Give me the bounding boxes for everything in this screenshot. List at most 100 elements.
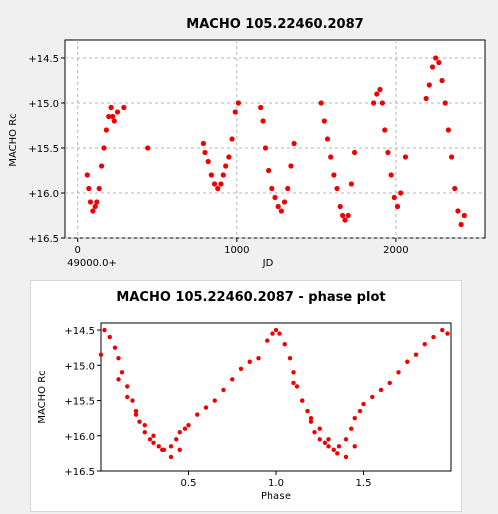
data-point bbox=[305, 408, 310, 414]
data-point bbox=[96, 185, 102, 192]
data-point bbox=[108, 104, 114, 111]
data-point bbox=[423, 95, 429, 102]
data-points bbox=[84, 55, 467, 228]
data-point bbox=[300, 398, 305, 403]
data-point bbox=[266, 167, 272, 174]
data-point bbox=[436, 59, 442, 66]
phase-plot-area bbox=[100, 322, 452, 472]
data-point bbox=[308, 415, 314, 421]
phase-y-axis-label: MACHO Rc bbox=[37, 370, 48, 423]
data-point bbox=[112, 345, 118, 350]
data-point bbox=[275, 203, 281, 210]
data-point bbox=[282, 341, 287, 347]
data-point bbox=[385, 149, 391, 156]
data-point bbox=[312, 430, 317, 435]
data-point bbox=[186, 422, 191, 428]
data-point bbox=[324, 136, 331, 142]
data-point bbox=[114, 109, 121, 115]
data-point bbox=[391, 194, 397, 201]
phase-axis-ticks: 0.5 1.0 1.5 +14.5 +15.0 +15.5 +16.0 +16.5 bbox=[64, 326, 371, 489]
data-point bbox=[281, 199, 288, 205]
data-point bbox=[110, 113, 116, 120]
data-point bbox=[345, 212, 351, 219]
data-point bbox=[177, 447, 182, 453]
y-tick-label: +15.5 bbox=[28, 144, 59, 155]
data-point bbox=[402, 154, 409, 160]
data-point bbox=[182, 426, 188, 431]
data-point bbox=[431, 334, 436, 340]
data-point bbox=[321, 118, 327, 124]
data-point bbox=[308, 419, 314, 424]
x-axis-label: JD bbox=[262, 258, 274, 269]
x-tick-label: 1.0 bbox=[268, 478, 284, 489]
data-point bbox=[151, 433, 156, 438]
phase-data-points bbox=[98, 327, 450, 460]
phase-plot-chart: MACHO 105.22460.2087 - phase plot 0.5 1.0… bbox=[37, 290, 452, 502]
data-point bbox=[328, 154, 334, 160]
data-point bbox=[336, 444, 342, 449]
data-point bbox=[260, 118, 266, 124]
data-point bbox=[294, 384, 300, 389]
data-point bbox=[168, 454, 174, 460]
x-tick-label: 0 bbox=[75, 245, 81, 256]
data-point bbox=[326, 444, 331, 449]
data-point bbox=[106, 113, 112, 120]
data-point bbox=[429, 64, 436, 70]
data-point bbox=[322, 440, 328, 446]
data-point bbox=[334, 185, 340, 192]
data-point bbox=[221, 387, 226, 393]
data-point bbox=[287, 356, 293, 361]
data-point bbox=[291, 380, 296, 386]
data-point bbox=[101, 145, 107, 151]
y-tick-label: +15.0 bbox=[28, 99, 59, 110]
data-point bbox=[168, 444, 174, 449]
data-point bbox=[352, 415, 357, 421]
data-point bbox=[92, 203, 98, 210]
data-point bbox=[111, 118, 117, 124]
y-axis-label: MACHO Rc bbox=[8, 113, 19, 166]
phase-plot-panel: MACHO 105.22460.2087 - phase plot 0.5 1.0… bbox=[30, 280, 462, 512]
data-point bbox=[238, 366, 244, 372]
data-point bbox=[452, 185, 458, 192]
data-point bbox=[147, 437, 153, 442]
data-point bbox=[195, 412, 200, 417]
data-point bbox=[247, 359, 252, 364]
data-point bbox=[433, 55, 439, 61]
y-tick-label: +15.0 bbox=[64, 361, 95, 372]
data-point bbox=[351, 149, 358, 156]
data-point bbox=[98, 352, 104, 357]
data-point bbox=[413, 352, 419, 357]
data-point bbox=[440, 327, 445, 333]
y-tick-label: +16.5 bbox=[64, 467, 95, 478]
axis-ticks: 0 1000 2000 +14.5 +15.0 +15.5 +16.0 +16.5 bbox=[28, 54, 408, 256]
data-point bbox=[269, 185, 275, 192]
data-point bbox=[442, 100, 448, 106]
data-point bbox=[317, 437, 322, 442]
data-point bbox=[133, 412, 139, 417]
data-point bbox=[98, 163, 105, 169]
data-point bbox=[270, 331, 275, 336]
data-point bbox=[445, 331, 450, 336]
x-tick-label: 0.5 bbox=[181, 478, 197, 489]
data-point bbox=[232, 109, 238, 115]
data-point bbox=[318, 100, 324, 106]
data-point bbox=[156, 444, 161, 449]
data-point bbox=[291, 140, 297, 147]
data-point bbox=[387, 380, 392, 386]
data-point bbox=[125, 384, 130, 389]
plot-area bbox=[64, 39, 486, 239]
data-point bbox=[119, 370, 125, 375]
data-point bbox=[370, 394, 375, 400]
data-point bbox=[379, 100, 385, 106]
data-point bbox=[426, 82, 432, 88]
data-point bbox=[405, 359, 410, 364]
data-point bbox=[102, 327, 107, 333]
data-point bbox=[125, 394, 130, 400]
data-point bbox=[371, 100, 377, 106]
data-point bbox=[445, 127, 452, 133]
data-point bbox=[272, 194, 278, 201]
data-point bbox=[331, 172, 337, 178]
y-tick-label: +16.0 bbox=[28, 189, 59, 200]
y-tick-label: +16.5 bbox=[28, 234, 59, 245]
data-point bbox=[382, 127, 388, 133]
